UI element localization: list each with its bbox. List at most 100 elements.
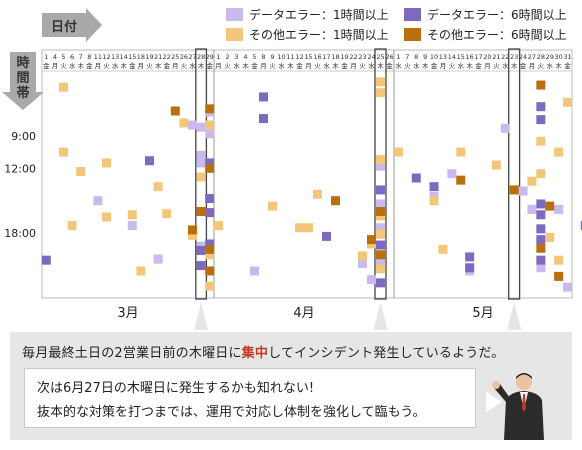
incident-point xyxy=(205,208,215,218)
incident-point xyxy=(554,204,564,214)
incident-point xyxy=(536,169,546,179)
day-label: 11 xyxy=(286,53,294,61)
weekday-label: 水 xyxy=(413,61,420,70)
incident-point xyxy=(376,264,385,274)
incident-point xyxy=(438,244,448,254)
weekday-label: 水 xyxy=(323,61,330,70)
incident-point xyxy=(456,175,466,185)
month-label: 3月 xyxy=(117,306,138,321)
weekday-label: 金 xyxy=(206,61,213,70)
highlight-pointer xyxy=(194,302,209,330)
weekday-label: 火 xyxy=(493,62,500,70)
bubble-line-1: 次は6月27日の木曜日に発生するかも知れない! xyxy=(37,381,315,396)
incident-point xyxy=(127,210,137,220)
weekday-label: 木 xyxy=(198,61,205,70)
incident-point xyxy=(162,209,172,219)
incident-point xyxy=(536,80,546,90)
incident-point xyxy=(545,232,555,242)
weekday-label: 月 xyxy=(484,62,491,70)
weekday-label: 月 xyxy=(138,62,145,70)
weekday-label: 水 xyxy=(69,61,76,70)
weekday-label: 水 xyxy=(547,61,554,70)
weekday-label: 水 xyxy=(189,61,196,70)
day-label: 4 xyxy=(53,53,57,61)
legend-label: データエラー：6時間以上 xyxy=(427,7,567,22)
day-label: 9 xyxy=(423,53,427,61)
incident-point xyxy=(59,82,68,92)
incident-point xyxy=(205,129,215,139)
day-label: 4 xyxy=(243,53,247,61)
weekday-label: 金 xyxy=(296,61,303,70)
incident-point xyxy=(205,163,215,173)
highlight-column-box xyxy=(374,48,387,300)
incident-point xyxy=(196,150,206,160)
x-axis-arrow xyxy=(42,8,102,42)
incident-point xyxy=(205,158,215,168)
day-label: 10 xyxy=(277,53,285,61)
day-label: 26 xyxy=(180,53,188,61)
day-label: 14 xyxy=(448,53,456,61)
incident-point xyxy=(376,250,385,260)
day-label: 27 xyxy=(188,53,196,61)
incident-point xyxy=(76,167,86,177)
incident-point xyxy=(429,182,439,192)
incident-point xyxy=(145,156,154,166)
day-label: 28 xyxy=(197,53,205,61)
highlight-column-box xyxy=(195,48,208,300)
incident-point xyxy=(376,185,385,195)
day-label: 23 xyxy=(510,53,518,61)
legend-label: その他エラー：1時間以上 xyxy=(249,28,389,42)
day-label: 24 xyxy=(367,53,375,61)
weekday-label: 木 xyxy=(332,61,339,70)
incident-point xyxy=(313,189,322,199)
incident-point xyxy=(367,235,376,245)
incident-point xyxy=(67,221,77,231)
legend-swatch xyxy=(404,8,421,21)
incident-point xyxy=(509,185,519,195)
month-label: 4月 xyxy=(293,306,314,321)
incident-point xyxy=(205,239,215,249)
incident-point xyxy=(554,271,564,281)
weekday-label: 金 xyxy=(86,61,93,70)
weekday-label: 水 xyxy=(395,61,402,70)
incident-point xyxy=(376,240,385,250)
weekday-label: 火 xyxy=(103,62,110,70)
day-label: 8 xyxy=(261,53,265,61)
y-tick-label: 9:00 xyxy=(11,130,36,143)
highlight-pointer xyxy=(507,302,522,330)
incident-point xyxy=(250,266,259,276)
incident-point xyxy=(536,263,546,273)
incident-point xyxy=(376,207,385,217)
day-label: 28 xyxy=(537,53,545,61)
day-label: 19 xyxy=(145,53,153,61)
incident-point xyxy=(376,278,385,288)
incident-point xyxy=(205,250,215,260)
bubble-tail xyxy=(486,392,502,412)
incident-point xyxy=(527,204,537,214)
legend-swatch xyxy=(404,28,421,41)
day-label: 25 xyxy=(171,53,179,61)
day-label: 25 xyxy=(376,53,384,61)
incident-point xyxy=(205,104,215,114)
legend-swatch xyxy=(226,28,243,41)
incident-point xyxy=(429,196,439,206)
incident-point xyxy=(196,122,206,132)
y-axis-label-char: 帯 xyxy=(16,85,29,101)
weekday-label: 火 xyxy=(60,62,67,70)
weekday-label: 金 xyxy=(431,61,438,70)
incident-point xyxy=(376,77,385,87)
incident-point xyxy=(376,161,385,171)
incident-point xyxy=(536,210,546,220)
incident-point xyxy=(102,158,111,168)
day-label: 23 xyxy=(358,53,366,61)
weekday-label: 木 xyxy=(242,61,249,70)
incident-point xyxy=(259,114,268,124)
incident-point xyxy=(376,199,385,209)
weekday-label: 火 xyxy=(538,62,545,70)
incident-point xyxy=(456,147,466,157)
incident-point xyxy=(376,229,385,239)
day-label: 30 xyxy=(555,53,563,61)
y-tick-label: 12:00 xyxy=(4,162,36,175)
day-label: 22 xyxy=(349,53,357,61)
